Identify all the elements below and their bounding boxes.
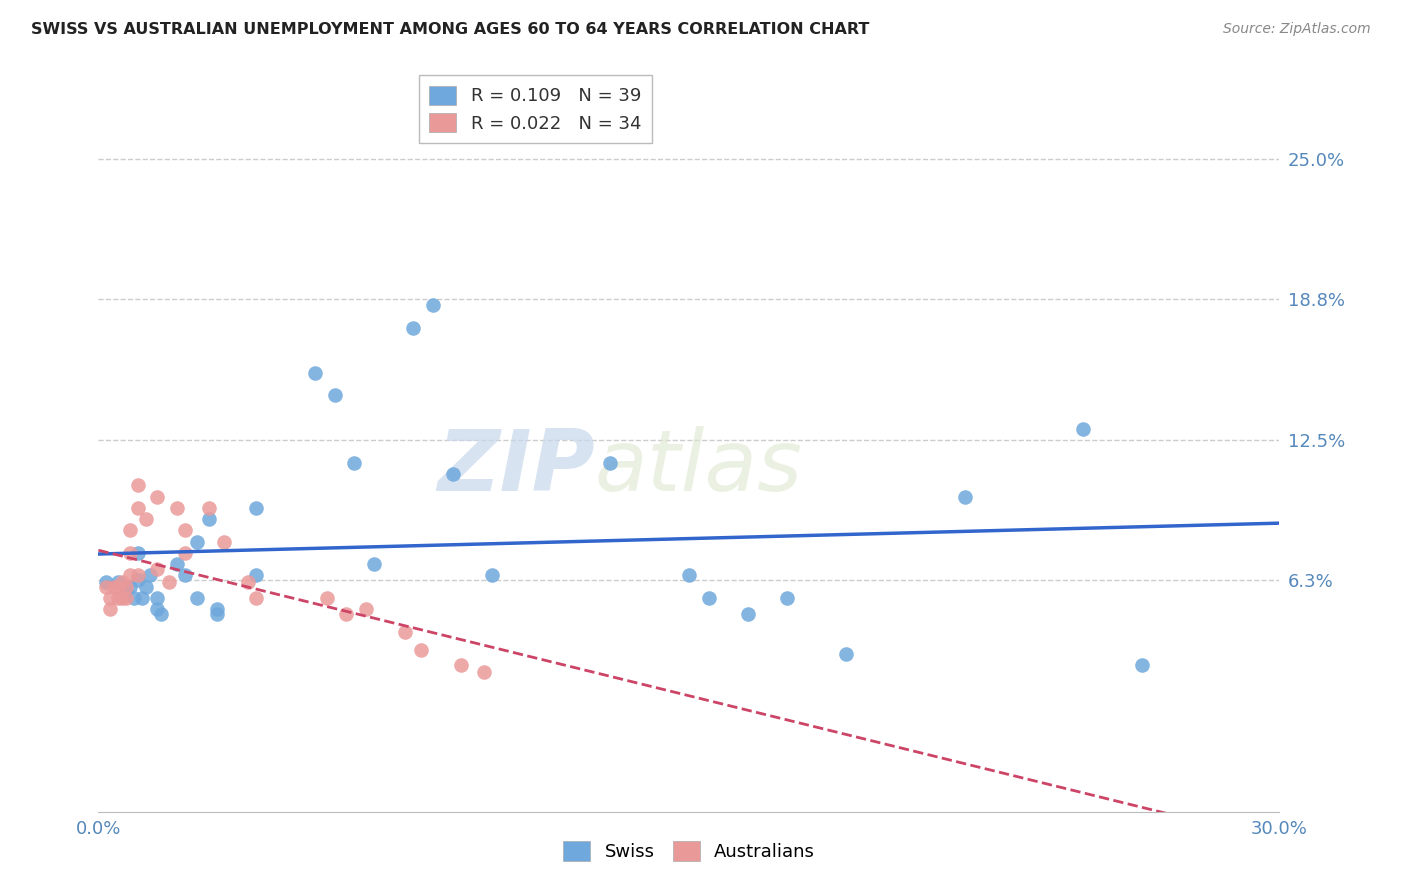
Point (236, 575, 259, 590)
Point (422, 298, 444, 312)
Point (450, 658, 472, 673)
Point (205, 607, 228, 621)
Point (1071, 422, 1094, 436)
Point (131, 591, 153, 605)
Point (115, 591, 138, 605)
Text: ZIP: ZIP (437, 426, 595, 509)
Point (1130, 658, 1153, 673)
Point (135, 512, 157, 526)
Text: atlas: atlas (595, 426, 803, 509)
Point (174, 546, 197, 560)
Point (111, 591, 134, 605)
Point (197, 512, 219, 526)
Point (146, 490, 169, 504)
Point (146, 562, 169, 576)
Point (214, 534, 236, 549)
Point (115, 580, 138, 594)
Point (107, 580, 129, 594)
Text: SWISS VS AUSTRALIAN UNEMPLOYMENT AMONG AGES 60 TO 64 YEARS CORRELATION CHART: SWISS VS AUSTRALIAN UNEMPLOYMENT AMONG A… (31, 22, 869, 37)
Point (599, 456, 621, 470)
Point (138, 568, 160, 582)
Point (174, 568, 197, 582)
Point (107, 591, 129, 605)
Point (127, 546, 149, 560)
Text: Source: ZipAtlas.com: Source: ZipAtlas.com (1223, 22, 1371, 37)
Point (166, 500, 188, 515)
Point (118, 568, 141, 582)
Point (96, 580, 118, 594)
Point (197, 500, 219, 515)
Point (245, 500, 267, 515)
Point (118, 524, 141, 538)
Point (697, 591, 720, 605)
Legend: Swiss, Australians: Swiss, Australians (555, 834, 823, 869)
Point (174, 524, 197, 538)
Point (111, 575, 134, 590)
Point (127, 478, 149, 492)
Point (678, 568, 700, 582)
Point (146, 602, 169, 616)
Point (323, 388, 346, 402)
Point (127, 568, 149, 582)
Point (98, 591, 121, 605)
Point (96, 575, 118, 590)
Point (481, 568, 503, 582)
Point (472, 665, 495, 680)
Point (245, 568, 267, 582)
Point (166, 557, 188, 571)
Point (107, 575, 129, 590)
Point (441, 467, 464, 482)
Point (186, 591, 208, 605)
Point (127, 573, 149, 587)
Point (953, 490, 976, 504)
Point (115, 584, 138, 599)
Point (205, 602, 228, 616)
Point (335, 607, 357, 621)
Point (737, 607, 759, 621)
Point (354, 602, 377, 616)
Point (402, 321, 425, 335)
Point (146, 591, 169, 605)
Point (118, 546, 141, 560)
Point (103, 580, 125, 594)
Point (157, 575, 180, 590)
Point (776, 591, 799, 605)
Point (98, 602, 121, 616)
Point (118, 580, 141, 594)
Point (363, 557, 385, 571)
Point (304, 366, 326, 380)
Point (394, 624, 416, 639)
Point (315, 591, 337, 605)
Point (245, 591, 267, 605)
Point (343, 456, 366, 470)
Point (186, 534, 208, 549)
Point (150, 607, 173, 621)
Point (411, 642, 433, 657)
Point (835, 647, 858, 661)
Point (135, 580, 157, 594)
Point (127, 500, 149, 515)
Point (122, 591, 145, 605)
